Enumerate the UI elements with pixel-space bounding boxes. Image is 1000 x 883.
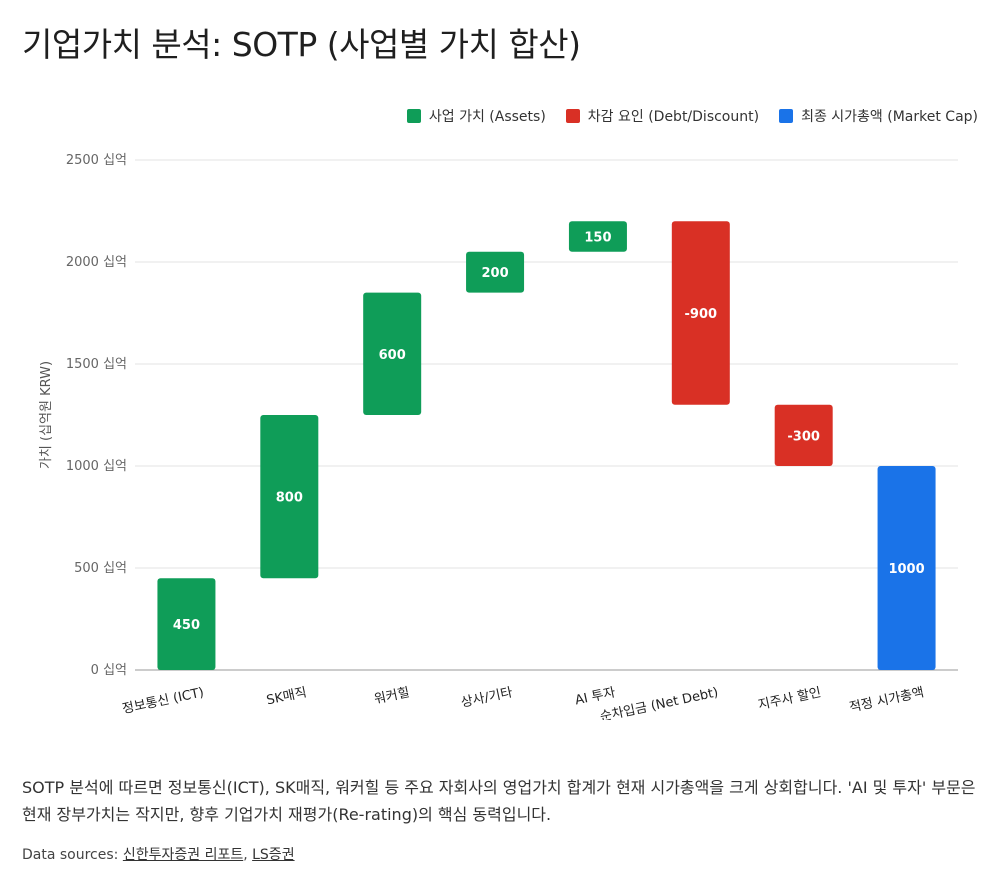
bar-asset (568, 221, 627, 252)
bar-deduction (774, 404, 833, 466)
chart-title: 기업가치 분석: SOTP (사업별 가치 합산) (22, 25, 581, 64)
bar-value-label: 150 (584, 231, 611, 246)
y-tick-label: 500 십억 (74, 561, 127, 576)
y-tick-label: 1000 십억 (66, 459, 127, 474)
sources-separator: , (243, 847, 253, 863)
legend: 사업 가치 (Assets) 차감 요인 (Debt/Discount) 최종 … (406, 106, 978, 126)
bar-asset (466, 251, 525, 293)
x-category-label: 상사/기타 (460, 685, 514, 711)
x-category-label: 워커힐 (373, 685, 411, 707)
source-link-shinhan[interactable]: 신한투자증권 리포트 (122, 847, 244, 863)
y-tick-label: 1500 십억 (66, 357, 127, 372)
x-category-label: 적정 시가총액 (848, 685, 925, 715)
x-category-label: 지주사 할인 (757, 685, 823, 713)
bar-value-label: -300 (787, 429, 820, 444)
source-link-ls[interactable]: LS증권 (252, 847, 295, 863)
x-category-label: SK매직 (265, 685, 308, 708)
bar-asset (363, 292, 422, 415)
x-category-label: AI 투자 (574, 685, 617, 708)
legend-label-deduction: 차감 요인 (Debt/Discount) (587, 109, 760, 125)
bar-deduction (671, 221, 730, 405)
y-tick-label: 2500 십억 (66, 153, 127, 168)
bar-value-label: 800 (276, 491, 303, 506)
legend-swatch-assets (406, 109, 421, 123)
legend-item-total: 최종 시가총액 (Market Cap) (779, 106, 978, 126)
y-tick-label: 2000 십억 (66, 255, 127, 270)
legend-label-total: 최종 시가총액 (Market Cap) (801, 109, 978, 125)
bar-value-label: 200 (481, 266, 508, 281)
y-axis-title: 가치 (십억원 KRW) (39, 361, 54, 469)
legend-item-assets: 사업 가치 (Assets) (406, 106, 546, 126)
bar-value-label: 1000 (888, 562, 924, 577)
legend-swatch-deduction (565, 109, 580, 123)
y-tick-label: 0 십억 (91, 663, 127, 678)
bar-value-label: 450 (173, 618, 200, 633)
legend-label-assets: 사업 가치 (Assets) (428, 109, 546, 125)
sources-prefix: Data sources: (22, 847, 123, 863)
bar-total (877, 466, 936, 670)
waterfall-chart: 0 십억 500 십억 1000 십억 1500 십억 2000 십억 2500 십억가치… (39, 153, 958, 720)
bar-asset (157, 578, 216, 670)
chart-description: SOTP 분석에 따르면 정보통신(ICT), SK매직, 워커힐 등 주요 자… (22, 778, 976, 824)
legend-swatch-total (779, 109, 794, 123)
data-sources: Data sources: 신한투자증권 리포트, LS증권 (22, 844, 295, 864)
bar-value-label: -900 (685, 307, 718, 322)
x-category-label: 정보통신 (ICT) (121, 685, 205, 717)
bar-value-label: 600 (379, 348, 406, 363)
x-category-label: 순차입금 (Net Debt) (599, 685, 720, 720)
bar-asset (260, 415, 319, 579)
legend-item-deduction: 차감 요인 (Debt/Discount) (565, 106, 760, 126)
